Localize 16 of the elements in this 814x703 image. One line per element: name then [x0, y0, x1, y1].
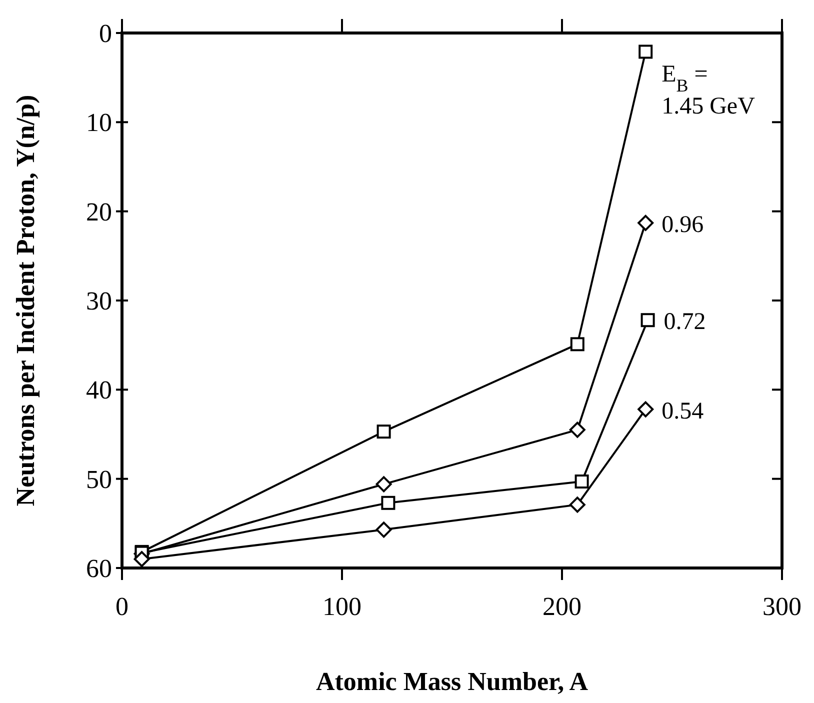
y-tick-label: 50: [86, 464, 112, 494]
y-tick-label: 10: [86, 108, 112, 138]
series-label: 0.72: [664, 309, 706, 336]
y-tick-label: 30: [86, 286, 112, 316]
x-axis-title: Atomic Mass Number, A: [316, 667, 588, 696]
series-label: E$_{B}$ = 1.45 GeV: [662, 62, 756, 120]
x-tick-label: 200: [542, 592, 582, 621]
y-axis-title: Neutrons per Incident Proton, Y(n/p): [11, 94, 40, 506]
y-tick-label: 60: [86, 554, 112, 583]
series-label: 0.96: [662, 212, 704, 238]
y-tick-label: 40: [86, 376, 112, 405]
y-tick-label: 0: [99, 19, 112, 48]
y-tick-label: 20: [86, 197, 112, 226]
series-label: 0.54: [662, 398, 704, 424]
x-tick-label: 300: [762, 592, 802, 621]
x-tick-label: 100: [322, 592, 362, 621]
